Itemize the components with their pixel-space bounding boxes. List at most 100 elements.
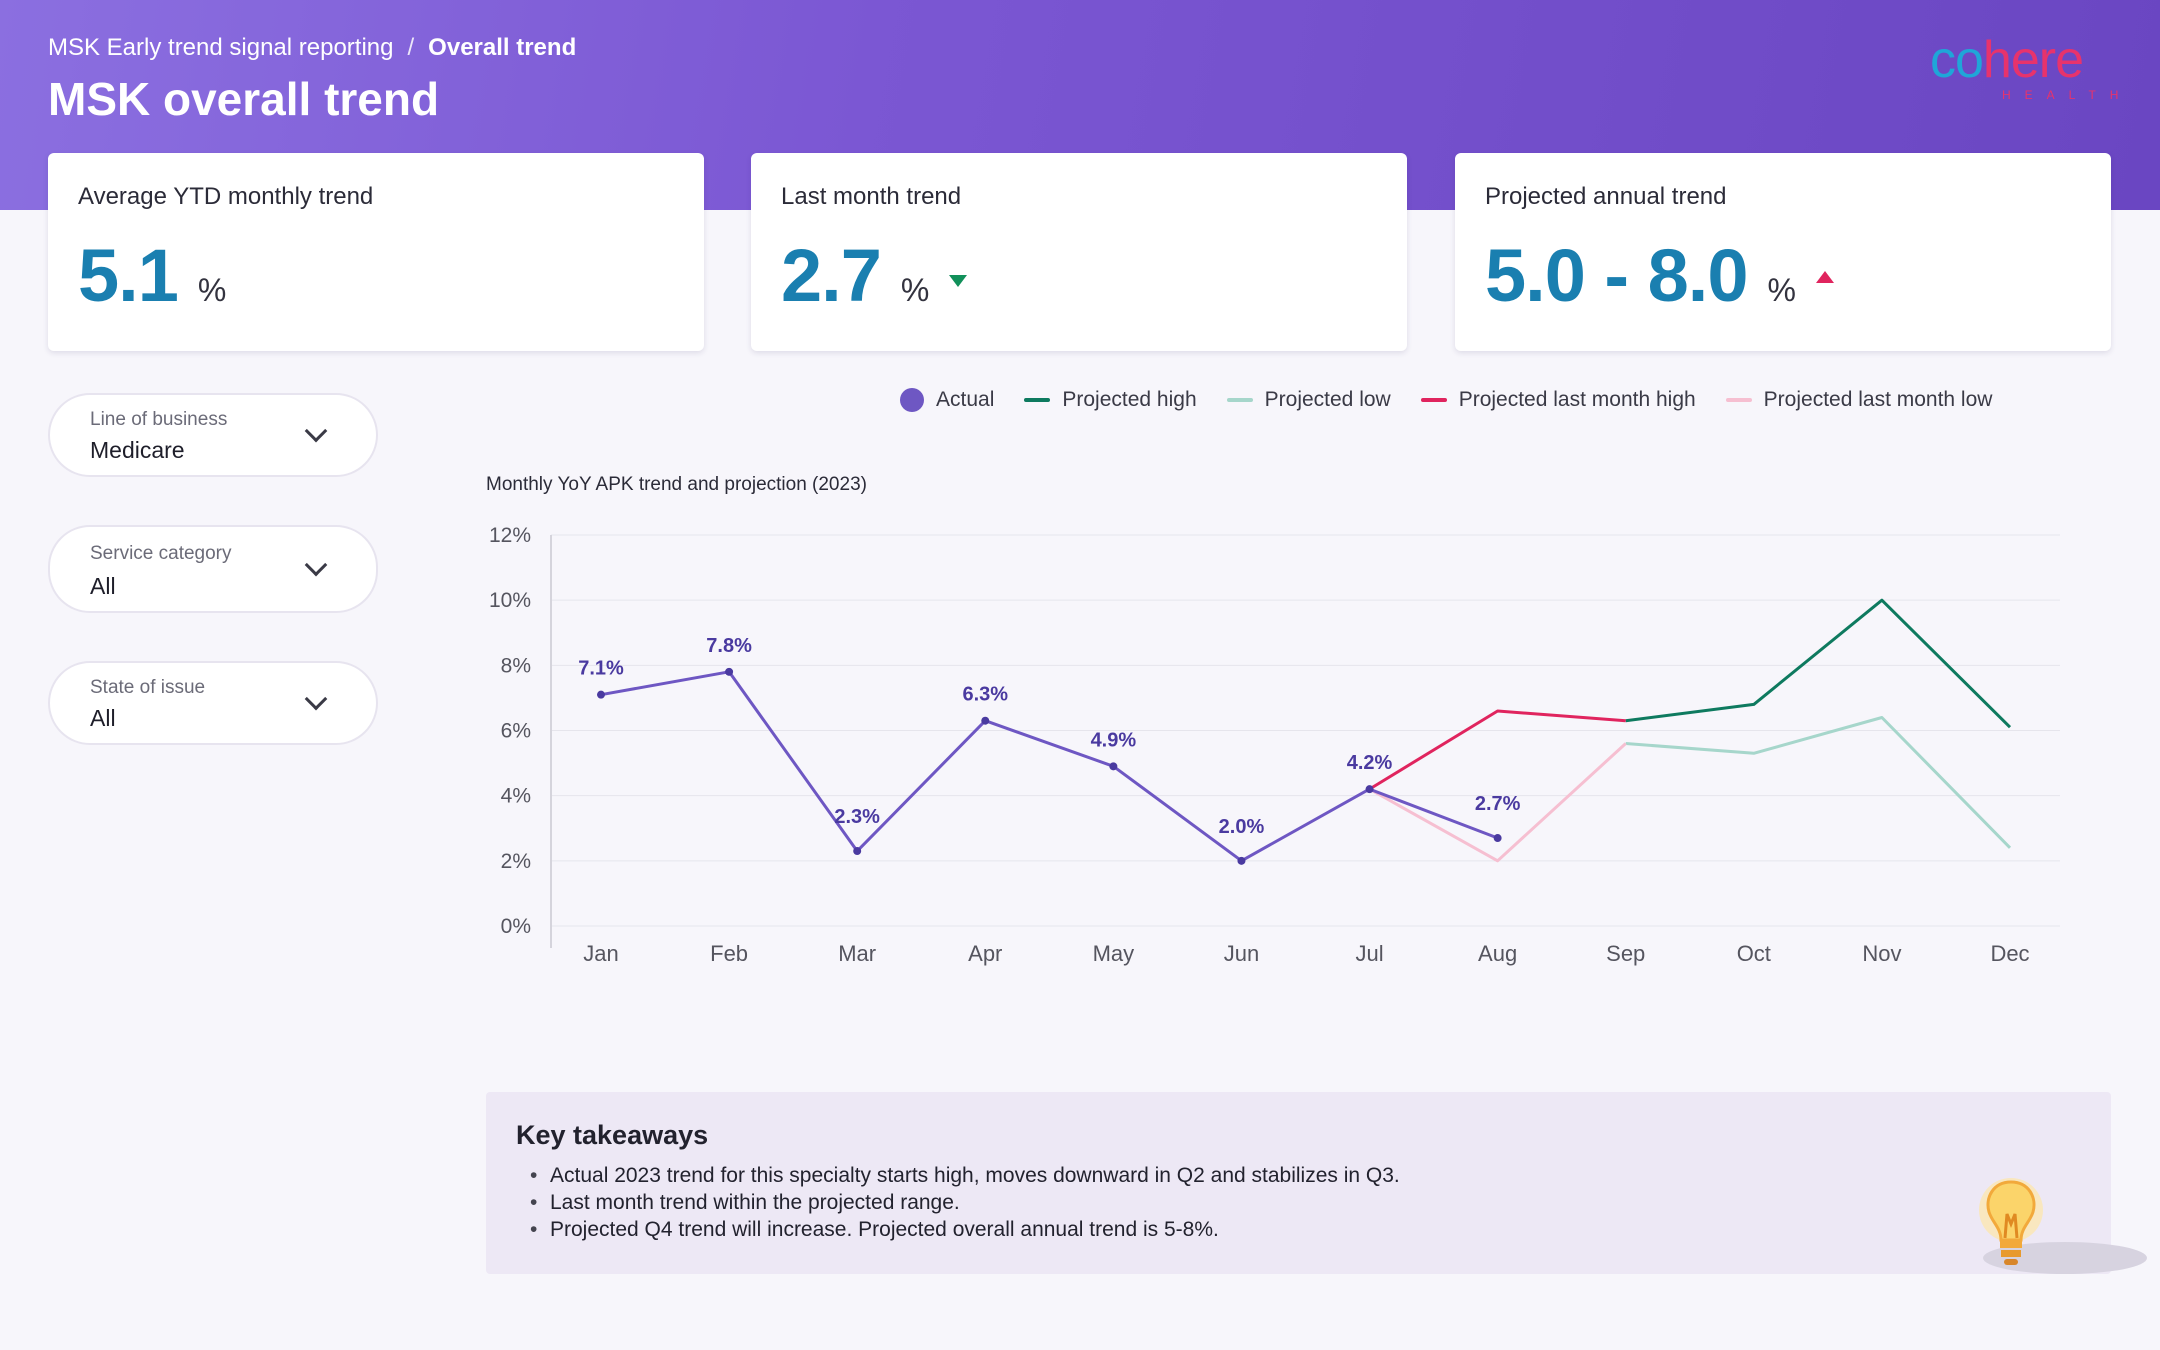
x-tick-label: Aug [1478,941,1517,966]
takeaway-item: Projected Q4 trend will increase. Projec… [530,1216,1400,1243]
takeaways-title: Key takeaways [516,1120,709,1150]
x-tick-label: Oct [1737,941,1771,966]
kpi-unit: % [197,272,227,308]
legend-item-projected-high[interactable]: Projected high [1024,388,1197,412]
actual-data-point [597,690,605,699]
chevron-down-icon[interactable] [304,687,328,711]
series-line-actual [600,670,1499,863]
legend-item-projected-last-month-low[interactable]: Projected last month low [1725,388,1993,412]
service-category-dropdown[interactable]: Service category All [48,525,378,613]
kpi-unit: % [1767,272,1796,308]
legend-line-projected-high [1024,398,1051,402]
actual-data-point [1493,834,1502,843]
data-label: 2.3% [834,806,880,828]
chevron-down-icon[interactable] [304,553,328,577]
x-tick-label: Nov [1862,941,1901,966]
kpi-value: 2.7 [781,234,882,317]
x-tick-label: Jan [583,941,618,966]
actual-data-point [1365,785,1374,794]
kpi-label: Projected annual trend [1485,183,1727,210]
page-title: MSK overall trend [48,73,440,125]
dropdown-value: Medicare [90,437,185,463]
actual-data-point [1237,856,1246,865]
logo-word-part-blue: co [1930,31,1984,89]
cohere-health-logo: cohere HEALTH [1930,34,2120,104]
trend-line-chart: 0% 2% 4% 6% 8% 10% 12% Jan Feb Mar Apr May Jun Jul Aug… [489,524,2060,966]
chart-title: Monthly YoY APK trend and projection (20… [486,474,867,495]
legend-dot-actual [900,388,924,412]
chevron-down-icon[interactable] [304,419,328,443]
y-tick-label: 8% [501,654,531,677]
data-label: 4.2% [1347,752,1393,774]
chart-legend: Actual Projected high Projected low Proj… [900,388,2022,412]
legend-label: Projected high [1062,388,1197,411]
kpi-card-projected-annual: Projected annual trend 5.0 - 8.0 % [1455,153,2111,351]
y-tick-label: 4% [501,785,531,808]
data-label: 2.0% [1219,816,1265,838]
series-line-projected-high [1625,598,2012,729]
y-tick-label: 2% [501,850,531,873]
actual-data-point [981,716,990,725]
actual-data-point [1109,762,1118,771]
dropdown-label: State of issue [90,677,206,698]
data-label: 7.1% [578,658,624,680]
x-tick-label: Dec [1990,941,2029,966]
series-line-projected-last-month-low [1368,742,1627,863]
line-of-business-dropdown[interactable]: Line of business Medicare [48,393,378,477]
series-line-projected-last-month-high [1368,709,1626,791]
data-label: 4.9% [1091,729,1137,751]
lightbulb-icon [1979,1178,2147,1274]
logo-subtext: HEALTH [2002,88,2133,102]
legend-item-actual[interactable]: Actual [900,388,994,412]
trend-up-icon [1815,270,1834,283]
x-tick-label: May [1093,941,1135,966]
dropdown-label: Service category [90,543,232,564]
x-tick-label: Sep [1606,941,1645,966]
x-tick-label: Mar [838,941,876,966]
logo-word: cohere [1930,34,2120,86]
dropdown-value: All [90,573,116,599]
kpi-label: Average YTD monthly trend [78,183,374,210]
legend-label: Projected low [1264,388,1391,411]
legend-item-projected-last-month-high[interactable]: Projected last month high [1420,388,1696,412]
data-label: 2.7% [1475,793,1521,815]
series-line-projected-low [1625,716,2012,849]
legend-label: Projected last month high [1458,388,1696,411]
kpi-label: Last month trend [781,183,962,210]
actual-data-point [725,667,734,676]
takeaways-list: Actual 2023 trend for this specialty sta… [530,1162,1400,1243]
breadcrumb-separator: / [407,34,415,61]
legend-line-projected-last-month-high [1420,398,1447,402]
y-tick-label: 0% [501,915,531,938]
legend-line-projected-last-month-low [1725,398,1752,402]
actual-data-point [853,847,862,856]
legend-label: Projected last month low [1763,388,1993,411]
data-label: 7.8% [706,635,752,657]
key-takeaways-panel: Key takeaways Actual 2023 trend for this… [486,1092,2111,1274]
breadcrumb-current: Overall trend [428,34,577,61]
x-tick-label: Jun [1224,941,1259,966]
takeaway-item: Actual 2023 trend for this specialty sta… [530,1162,1400,1189]
x-tick-label: Jul [1355,941,1383,966]
state-of-issue-dropdown[interactable]: State of issue All [48,661,378,745]
x-tick-label: Apr [968,941,1002,966]
y-tick-label: 12% [489,524,531,547]
legend-item-projected-low[interactable]: Projected low [1226,388,1391,412]
legend-label: Actual [936,388,995,411]
dropdown-value: All [90,705,116,731]
dropdown-label: Line of business [90,409,228,430]
kpi-unit: % [900,272,930,308]
x-tick-label: Feb [710,941,748,966]
kpi-value: 5.1 [78,234,179,317]
legend-line-projected-low [1226,398,1253,402]
breadcrumb: MSK Early trend signal reporting / Overa… [48,34,576,62]
kpi-card-last-month: Last month trend 2.7 % [751,153,1407,351]
trend-down-icon [949,274,968,287]
data-label: 6.3% [962,684,1008,706]
y-tick-label: 6% [501,720,531,743]
takeaway-item: Last month trend within the projected ra… [530,1189,1400,1216]
kpi-card-average-ytd: Average YTD monthly trend 5.1 % [48,153,704,351]
breadcrumb-link-report[interactable]: MSK Early trend signal reporting [48,34,394,61]
kpi-value: 5.0 - 8.0 [1485,234,1749,317]
logo-word-part-pink: here [1982,31,2084,89]
